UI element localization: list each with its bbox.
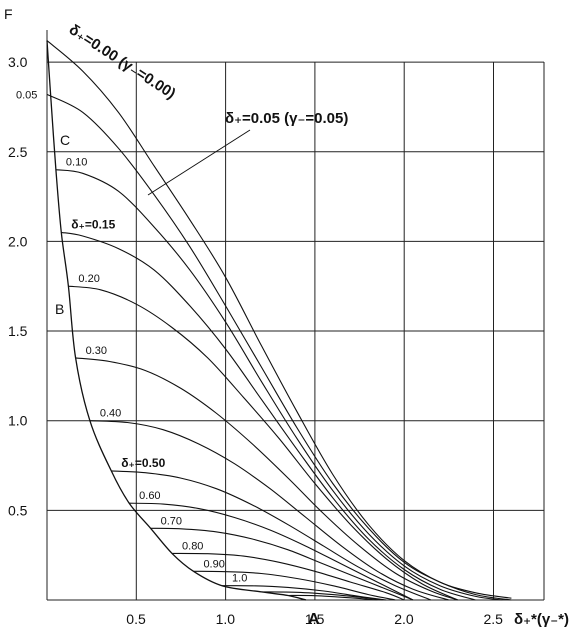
curve-label-8: 0.60	[139, 490, 160, 502]
series-line-13	[261, 591, 383, 601]
annotation-B: B	[55, 301, 64, 317]
curve-label-5: 0.30	[86, 345, 107, 357]
annotation-A: A	[308, 611, 320, 628]
x-tick-label: 1.0	[216, 611, 236, 627]
series-line-5	[75, 357, 458, 601]
series-line-11	[193, 570, 396, 601]
curve-label-12: 1.0	[232, 573, 247, 585]
series-line-3	[61, 231, 476, 601]
series-line-10	[171, 552, 405, 601]
series-line-2	[55, 169, 503, 601]
curve-label-7: δ₊=0.50	[121, 456, 165, 470]
series-line-4	[68, 285, 459, 601]
series-line-1	[46, 93, 512, 601]
envelope-curves	[46, 40, 307, 601]
y-tick-label: 1.5	[8, 323, 28, 339]
x-tick-labels: 0.5 1.0 1.5 2.0 2.5	[126, 611, 503, 627]
curve-label-10: 0.80	[182, 540, 203, 552]
curves	[46, 40, 512, 601]
x-tick-label: 0.5	[126, 611, 146, 627]
series-line-9	[150, 527, 414, 601]
grid	[46, 30, 545, 601]
curve-label-2: 0.10	[66, 157, 87, 169]
curve-label-4: 0.20	[78, 273, 99, 285]
callout-leader-line	[147, 129, 251, 196]
y-tick-labels: 0.5 1.0 1.5 2.0 2.5 3.0	[8, 54, 28, 518]
envelope-line-0	[46, 40, 307, 601]
x-tick-label: 1.5	[305, 611, 325, 627]
y-tick-label: 2.0	[8, 233, 28, 249]
y-axis-label: F	[4, 6, 13, 22]
curve-label-9: 0.70	[161, 515, 182, 527]
y-tick-label: 0.5	[8, 502, 28, 518]
x-tick-label: 2.0	[394, 611, 414, 627]
annotation-callout: δ₊=0.05 (γ₋=0.05)	[225, 110, 348, 127]
curve-label-11: 0.90	[203, 558, 224, 570]
y-tick-label: 1.0	[8, 413, 28, 429]
series-line-6	[89, 420, 449, 601]
x-axis-label: δ₊*(γ₋*)	[514, 611, 569, 628]
curve-labels: 0.05 0.10 δ₊=0.15 0.20 0.30 0.40 δ₊=0.50 0.60 0.…	[16, 89, 247, 584]
series-line-14	[288, 594, 378, 601]
curve-label-6: 0.40	[100, 408, 121, 420]
annotation-C: C	[60, 132, 70, 148]
series-line-8	[129, 502, 414, 601]
y-tick-label: 3.0	[8, 54, 28, 70]
y-tick-label: 2.5	[8, 144, 28, 160]
series-line-7	[111, 470, 432, 601]
x-tick-label: 2.5	[484, 611, 504, 627]
curve-label-1: 0.05	[16, 89, 37, 101]
series-line-12	[221, 585, 387, 601]
curve-label-3: δ₊=0.15	[71, 217, 115, 231]
